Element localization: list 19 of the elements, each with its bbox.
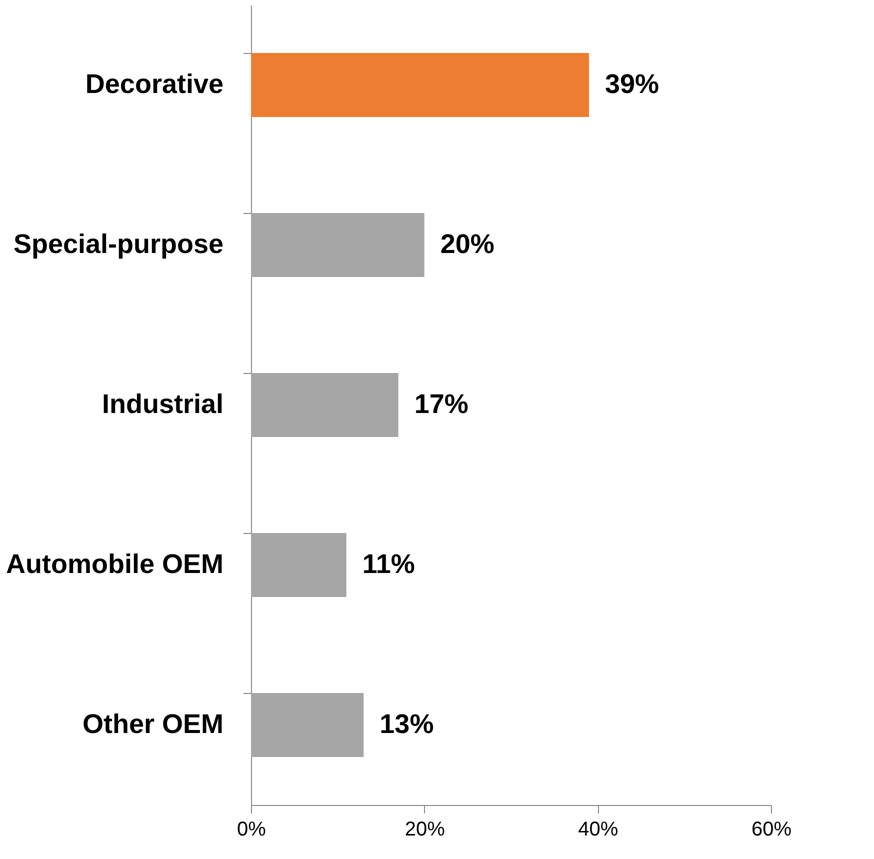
- y-tick-label: Special-purpose: [13, 229, 224, 259]
- data-label: 20%: [440, 229, 494, 259]
- y-tick-label: Automobile OEM: [6, 549, 224, 579]
- bar: [251, 693, 364, 757]
- data-label: 13%: [380, 709, 434, 739]
- x-tick-label: 20%: [404, 818, 446, 840]
- x-tick-label: 60%: [751, 818, 792, 840]
- data-label: 11%: [362, 549, 415, 579]
- x-tick-label: 40%: [578, 818, 618, 840]
- bar: [251, 533, 346, 597]
- x-tick-label: 0%: [237, 818, 266, 840]
- bar: [251, 373, 398, 437]
- y-tick-label: Decorative: [85, 69, 224, 99]
- y-tick-label: Industrial: [102, 389, 224, 419]
- data-label: 39%: [605, 69, 660, 99]
- y-tick-label: Other OEM: [82, 709, 224, 739]
- bar: [251, 213, 424, 277]
- bar: [251, 53, 589, 117]
- data-label: 17%: [414, 389, 468, 419]
